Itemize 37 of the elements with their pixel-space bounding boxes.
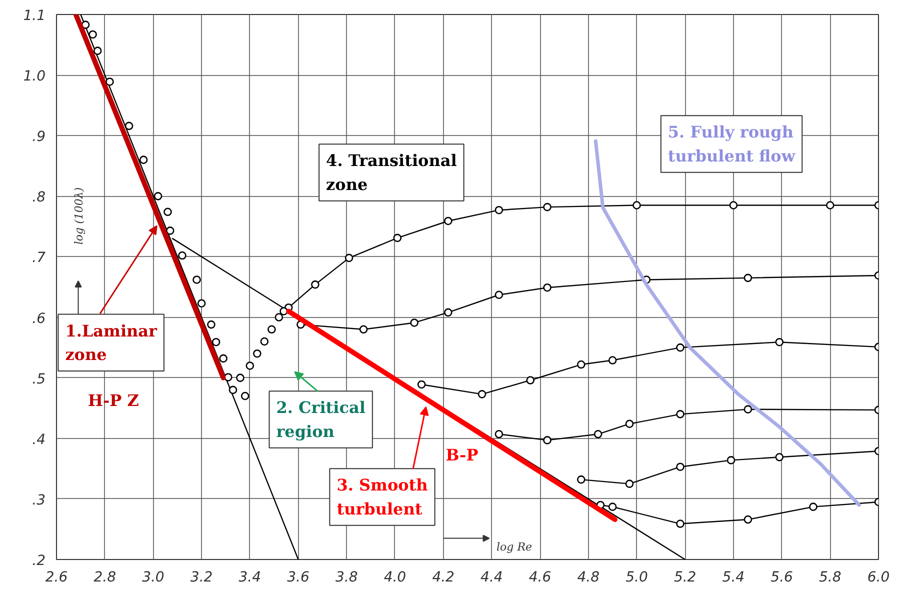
y-tick-label: .2 [32, 553, 46, 569]
x-axis-title: log Re [496, 540, 532, 554]
y-axis-title: log (100λ) [72, 187, 86, 245]
x-tick-label: 5.0 [626, 570, 648, 586]
annotation: 2. Critical region [276, 398, 366, 441]
y-tick-label: .5 [32, 371, 46, 388]
annotation: 1.Laminar zone [65, 321, 158, 364]
x-tick-label: 6.0 [867, 570, 890, 586]
x-tick-label: 3.6 [287, 570, 310, 586]
x-tick-label: 3.2 [190, 570, 213, 586]
annotation: 5. Fully rough turbulent flow [668, 122, 796, 166]
x-tick-label: 4.8 [577, 570, 600, 586]
y-tick-label: 1.1 [23, 8, 46, 24]
annotation: 4. Transitional zone [326, 151, 457, 194]
annotation: H-P Z [88, 391, 140, 410]
y-tick-label: .6 [32, 310, 46, 327]
y-tick-label: .3 [32, 492, 46, 508]
x-tick-label: 3.8 [335, 570, 358, 586]
x-tick-label: 4.6 [528, 570, 552, 586]
x-tick-label: 5.8 [819, 570, 842, 586]
y-tick-label: .8 [32, 190, 46, 206]
x-tick-label: 2.8 [94, 570, 116, 586]
x-tick-label: 4.0 [384, 570, 406, 586]
x-tick-label: 2.6 [45, 570, 68, 586]
y-tick-label: .9 [32, 129, 46, 146]
annotation: B-P [446, 446, 478, 465]
y-tick-label: .7 [32, 250, 46, 266]
x-tick-label: 5.4 [722, 570, 745, 586]
y-tick-label: .4 [32, 432, 46, 448]
x-tick-label: 4.4 [480, 570, 503, 586]
annotation: 3. Smooth turbulent [336, 476, 428, 518]
x-tick-label: 3.0 [142, 570, 164, 586]
x-tick-label: 4.2 [432, 570, 455, 586]
x-tick-label: 5.6 [770, 570, 794, 586]
x-tick-label: 5.2 [674, 570, 696, 586]
y-tick-label: 1.0 [23, 68, 46, 85]
x-tick-label: 3.4 [238, 570, 262, 586]
